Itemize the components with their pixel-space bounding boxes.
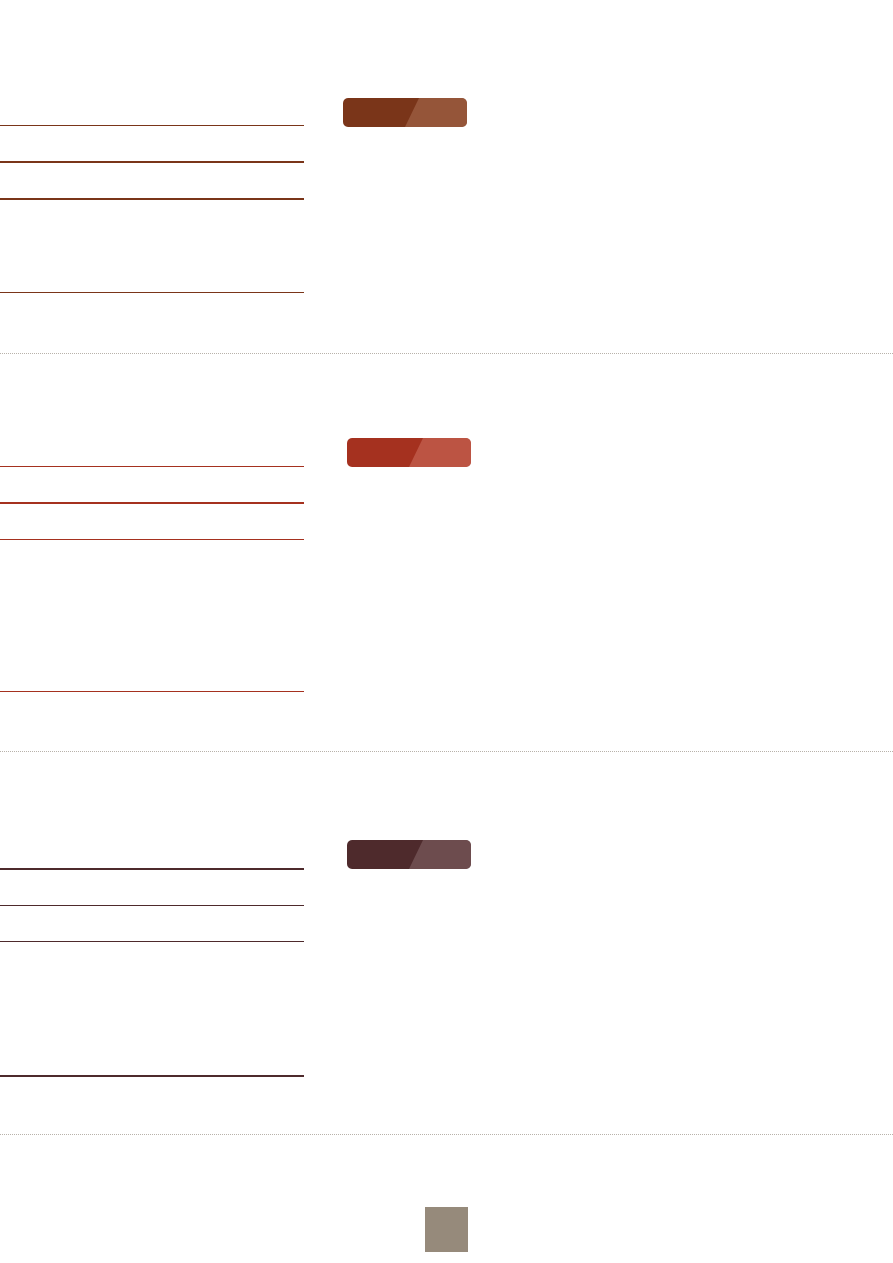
section-3-rule-1 — [0, 868, 304, 870]
section-3-separator — [0, 1134, 893, 1135]
section-2-badge — [347, 438, 471, 467]
section-2-rule-1 — [0, 466, 304, 467]
section-3-rule-4 — [0, 1075, 304, 1077]
top-edge — [0, 0, 893, 2]
section-1-rule-3 — [0, 198, 304, 200]
section-3-rule-3 — [0, 941, 304, 942]
section-2-separator — [0, 751, 893, 752]
section-1-rule-4 — [0, 292, 304, 293]
section-2-rule-2 — [0, 502, 304, 504]
section-3-rule-2 — [0, 905, 304, 906]
section-1-separator — [0, 353, 893, 354]
page-number-marker — [425, 1207, 468, 1252]
section-1-rule-1 — [0, 125, 304, 126]
section-2-rule-4 — [0, 691, 304, 692]
section-2-rule-3 — [0, 539, 304, 540]
section-1-badge — [343, 98, 467, 127]
section-3-badge — [347, 840, 471, 869]
section-1-rule-2 — [0, 161, 304, 163]
